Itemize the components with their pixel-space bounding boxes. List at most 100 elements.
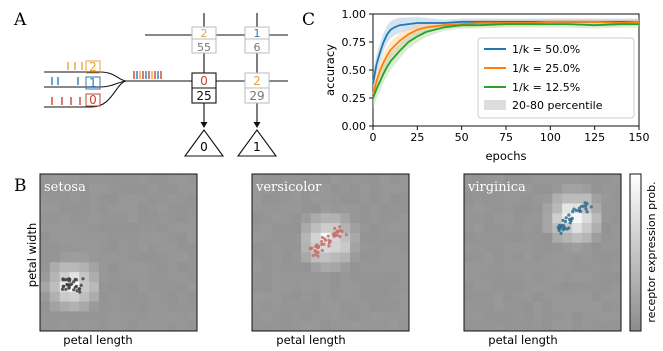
heatmap-cell: [69, 321, 80, 332]
heatmap-cell: [611, 203, 622, 214]
heatmap-cell: [359, 183, 371, 194]
heatmap-cell: [108, 242, 119, 253]
merged-ticks: [133, 71, 162, 79]
heatmap-cell: [379, 262, 390, 273]
heatmap-cell: [147, 272, 159, 283]
heatmap-cell: [271, 232, 282, 243]
heatmap-cell: [522, 291, 533, 302]
heatmap-cell: [513, 301, 524, 312]
sample-dot: [326, 234, 330, 238]
heatmap-cell: [493, 311, 504, 322]
heatmap-cell: [464, 193, 475, 204]
heatmap-cell: [350, 213, 361, 224]
heatmap-cell: [69, 232, 80, 243]
heatmap-cell: [483, 232, 494, 243]
heatmap-cell: [167, 281, 178, 293]
heatmap-cell: [493, 232, 504, 243]
input-box-middle: [85, 76, 101, 90]
sample-dot: [332, 234, 336, 238]
node-top-value: 2: [253, 74, 261, 88]
heatmap-cell: [138, 183, 149, 194]
heatmap-cell: [320, 272, 331, 283]
input-lines: [44, 71, 127, 108]
heatmap-cell: [291, 232, 302, 243]
heatmap-cell: [359, 281, 371, 293]
heatmap-cell: [187, 203, 198, 214]
heatmap-cell: [513, 262, 524, 273]
heatmap-cell: [601, 223, 612, 234]
heatmap-cell: [513, 272, 524, 283]
heatmap-cell: [350, 301, 361, 312]
heatmap-cell: [108, 183, 119, 194]
heatmap-cell: [118, 183, 129, 194]
input-line-bottom: [44, 80, 127, 108]
heatmap-cell: [291, 174, 302, 185]
heatmap-cell: [562, 232, 573, 243]
heatmap-cell: [128, 203, 139, 214]
heatmap-cell: [340, 223, 351, 234]
heatmap-cell: [399, 272, 410, 283]
input-box-top: [85, 60, 101, 74]
heatmap-cell: [147, 281, 159, 293]
heatmap-cell: [49, 301, 60, 312]
heatmap-cell: [79, 301, 90, 312]
heatmap-cell: [177, 183, 188, 194]
heatmap-cell: [98, 262, 109, 273]
heatmap-cell: [473, 252, 484, 263]
sample-dot: [338, 225, 342, 229]
heatmap-cell: [138, 311, 149, 322]
heatmap-cell: [79, 311, 90, 322]
heatmap-cell: [389, 242, 400, 253]
heatmap-cell: [108, 193, 119, 204]
y-tick-label: 0.00: [342, 120, 367, 133]
sample-dot: [68, 283, 72, 287]
heatmap-cell: [281, 262, 292, 273]
heatmap-cell: [513, 281, 524, 293]
heatmap-cell: [581, 311, 592, 322]
heatmap-cell: [147, 311, 159, 322]
heatmap-cell: [40, 291, 51, 302]
heatmap-cell: [571, 262, 583, 273]
heatmap-cell: [271, 272, 282, 283]
heatmap-cell: [167, 272, 178, 283]
heatmap-title-virginica: virginica: [467, 180, 526, 195]
heatmap-cell: [503, 242, 514, 253]
y-axis-ticks: 0.00 0.25 0.50 0.75 1.00: [342, 8, 373, 133]
heatmap-cell: [79, 321, 90, 332]
heatmap-cell: [369, 262, 380, 273]
heatmap-cell: [98, 203, 109, 214]
heatmap-cell: [522, 193, 533, 204]
sample-dot: [316, 250, 320, 254]
heatmap-cell: [571, 183, 583, 194]
heatmap-cell: [59, 262, 70, 273]
sample-dot: [73, 285, 77, 289]
heatmap-cell: [503, 232, 514, 243]
heatmap-cell: [350, 223, 361, 234]
heatmap-cell: [601, 301, 612, 312]
heatmap-cell: [571, 223, 583, 234]
heatmap-cell: [138, 242, 149, 253]
heatmap-cell: [330, 321, 341, 332]
heatmap-cell: [320, 311, 331, 322]
heatmap-cell: [301, 232, 312, 243]
sample-dot: [327, 244, 331, 248]
output-label-1: 1: [253, 140, 261, 154]
heatmap-cell: [369, 203, 380, 214]
heatmap-cell: [350, 311, 361, 322]
heatmap-cell: [581, 262, 592, 273]
heatmap-cell: [271, 183, 282, 194]
heatmap-cell: [108, 262, 119, 273]
heatmap-cell: [399, 183, 410, 194]
heatmap-cell: [59, 174, 70, 185]
heatmap-cell: [522, 262, 533, 273]
heatmap-cell: [310, 311, 321, 322]
heatmap-cell: [320, 193, 331, 204]
heatmap-cell: [464, 223, 475, 234]
heatmap-cell: [483, 291, 494, 302]
legend-label-series-3: 1/k = 12.5%: [512, 81, 580, 94]
heatmap-cell: [271, 174, 282, 185]
heatmap-cell: [532, 272, 543, 283]
sample-dot: [571, 210, 575, 214]
heatmap-cell: [147, 193, 159, 204]
heatmap-cell: [108, 213, 119, 224]
